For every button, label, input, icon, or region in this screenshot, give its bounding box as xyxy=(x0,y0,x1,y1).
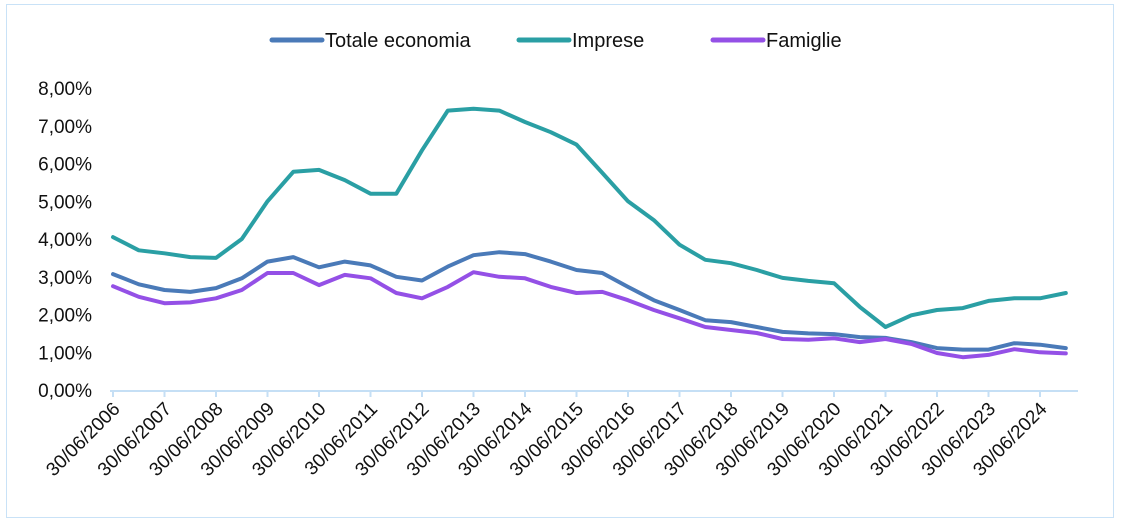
series-line-totale-economia xyxy=(111,250,1068,352)
legend-label: Famiglie xyxy=(766,30,842,52)
legend-label: Imprese xyxy=(572,30,644,52)
y-tick-label: 4,00% xyxy=(38,230,92,251)
chart-frame xyxy=(6,4,1114,518)
series-line-imprese xyxy=(111,106,1068,329)
series-line-famiglie xyxy=(111,270,1068,360)
y-tick-label: 3,00% xyxy=(38,268,92,289)
y-tick-label: 1,00% xyxy=(38,343,92,364)
legend-label: Totale economia xyxy=(325,30,472,52)
y-tick-label: 0,00% xyxy=(38,381,92,402)
y-tick-label: 6,00% xyxy=(38,155,92,176)
y-tick-label: 5,00% xyxy=(38,192,92,213)
y-tick-label: 8,00% xyxy=(38,79,92,100)
y-tick-label: 2,00% xyxy=(38,306,92,327)
y-tick-label: 7,00% xyxy=(38,117,92,138)
